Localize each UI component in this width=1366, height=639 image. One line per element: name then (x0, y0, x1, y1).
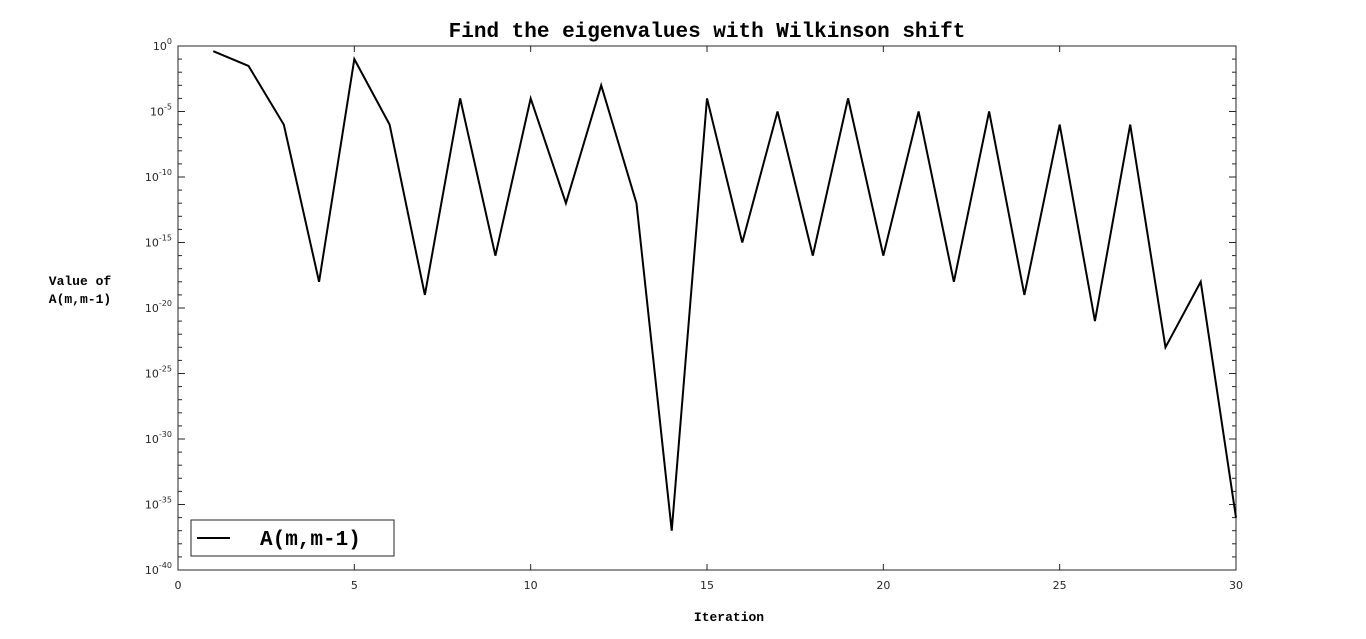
y-tick-label: 10-35 (145, 496, 172, 512)
y-axis: 10-40 10-35 10-30 10-25 10-20 10-15 10-10 10-5 1… (145, 37, 1236, 577)
legend-label: A(m,m-1) (260, 529, 361, 552)
y-tick-label: 10-30 (145, 430, 172, 446)
legend: A(m,m-1) (190, 519, 395, 557)
y-tick-label: 10-40 (145, 561, 172, 577)
y-tick-label: 10-25 (145, 365, 172, 381)
x-tick-label: 5 (351, 579, 358, 592)
chart-title: Find the eigenvalues with Wilkinson shif… (449, 21, 966, 44)
x-tick-label: 0 (175, 579, 182, 592)
y-tick-label: 10-5 (150, 103, 172, 119)
y-axis-label-line-2: A(m,m-1) (49, 292, 111, 307)
x-tick-label: 15 (700, 579, 714, 592)
x-tick-label: 10 (524, 579, 538, 592)
y-tick-label: 100 (153, 37, 172, 53)
series-layer (212, 50, 1237, 531)
plot-frame (177, 45, 1237, 571)
plot-area: 0 5 10 15 20 25 30 10-4010-3510-3010-2510-2010… (145, 37, 1243, 592)
x-axis: 0 5 10 15 20 25 30 (175, 46, 1243, 592)
y-tick-label: 10-10 (145, 168, 172, 184)
series-line-0 (212, 50, 1237, 531)
y-tick-label: 10-15 (145, 234, 172, 250)
x-tick-label: 30 (1229, 579, 1243, 592)
x-tick-label: 25 (1053, 579, 1067, 592)
y-tick-label: 10-20 (145, 299, 172, 315)
x-axis-label: Iteration (694, 610, 764, 625)
y-axis-label-line-1: Value of (49, 274, 112, 289)
x-tick-label: 20 (876, 579, 890, 592)
